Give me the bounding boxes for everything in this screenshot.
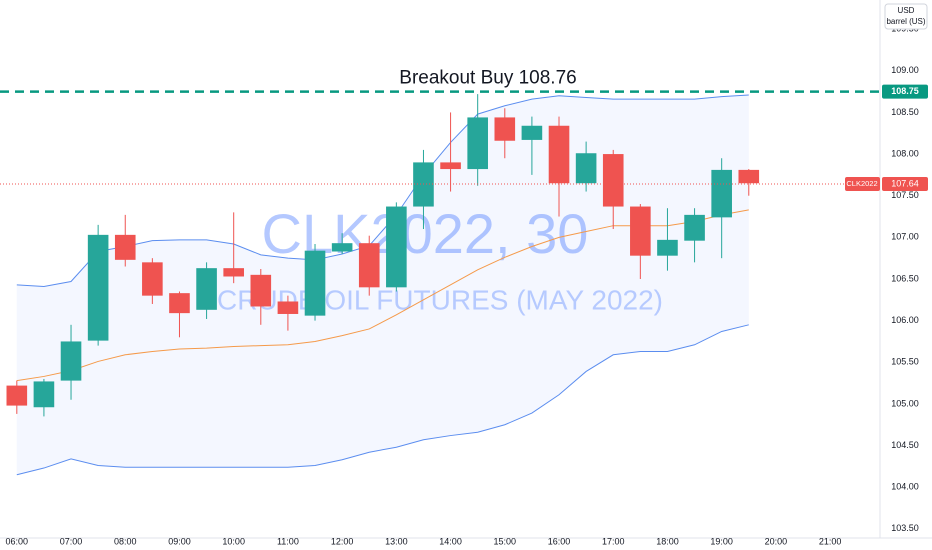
candle-body [521,125,543,140]
x-tick-label: 10:00 [222,536,245,546]
candle-body [711,169,732,218]
x-tick-label: 06:00 [6,536,29,546]
candle-body [684,214,705,241]
x-tick-label: 12:00 [331,536,354,546]
axes: 109.50109.00108.50108.00107.50107.00106.… [6,24,928,546]
band-line [16,324,749,476]
candle-body [331,243,353,252]
symbol-badge [845,177,880,192]
x-tick-label: 09:00 [168,536,191,546]
candle-body [602,154,624,207]
x-tick-label: 17:00 [602,536,625,546]
candle-body [196,268,217,310]
band-line [16,209,749,382]
y-tick-label: 105.00 [891,398,919,408]
x-tick-label: 13:00 [385,536,408,546]
candle-body [60,341,82,381]
candle-body [358,243,380,288]
last-price: 107.64 [891,178,919,188]
x-tick-label: 20:00 [765,536,788,546]
y-tick-label: 106.50 [891,273,919,283]
x-tick-label: 19:00 [710,536,733,546]
x-tick-label: 15:00 [494,536,517,546]
candle-body [575,153,597,184]
candle-body [87,234,109,341]
annotation: Breakout Buy 108.76 [399,68,576,89]
candle-body [386,206,407,288]
y-tick-label: 107.50 [891,190,919,200]
x-tick-label: 07:00 [60,536,83,546]
y-tick-label: 108.50 [891,107,919,117]
candle-body [440,162,461,170]
unit-box[interactable] [884,3,928,30]
last-price-badge [882,177,928,192]
candle-body [630,206,651,256]
x-tick-label: 11:00 [277,536,299,546]
candle-body [548,125,570,184]
candle-body [114,234,136,260]
alert-price: 108.75 [891,86,919,96]
candle-body [657,239,678,256]
candle-body [142,262,163,296]
candle-body [738,169,760,184]
unit: barrel (US) [886,17,925,26]
candle-body [304,250,326,316]
y-tick-label: 105.50 [891,357,919,367]
x-tick-label: 16:00 [548,536,571,546]
candle-body [6,385,28,406]
y-tick-label: 103.50 [891,523,919,533]
y-tick-label: 104.50 [891,440,919,450]
candle-body [467,117,488,170]
candle-body [169,293,190,314]
y-tick-label: 108.00 [891,148,919,158]
candle-body [277,301,299,314]
x-tick-label: 14:00 [439,536,462,546]
alert-badge [882,84,928,99]
x-tick-label: 08:00 [114,536,137,546]
x-tick-label: 18:00 [656,536,679,546]
candle-body [250,274,272,307]
candle-body [223,268,244,277]
symbol-label: CLK2022 [846,179,877,188]
band-fill [16,94,749,475]
candle-body [494,117,516,141]
y-tick-label: 106.00 [891,315,919,325]
currency: USD [898,6,915,15]
candle-body [33,381,55,408]
band-line [16,94,749,287]
y-tick-label: 109.00 [891,65,919,75]
x-tick-label: 21:00 [819,536,842,546]
y-tick-label: 107.00 [891,232,919,242]
y-tick-label: 104.00 [891,482,919,492]
